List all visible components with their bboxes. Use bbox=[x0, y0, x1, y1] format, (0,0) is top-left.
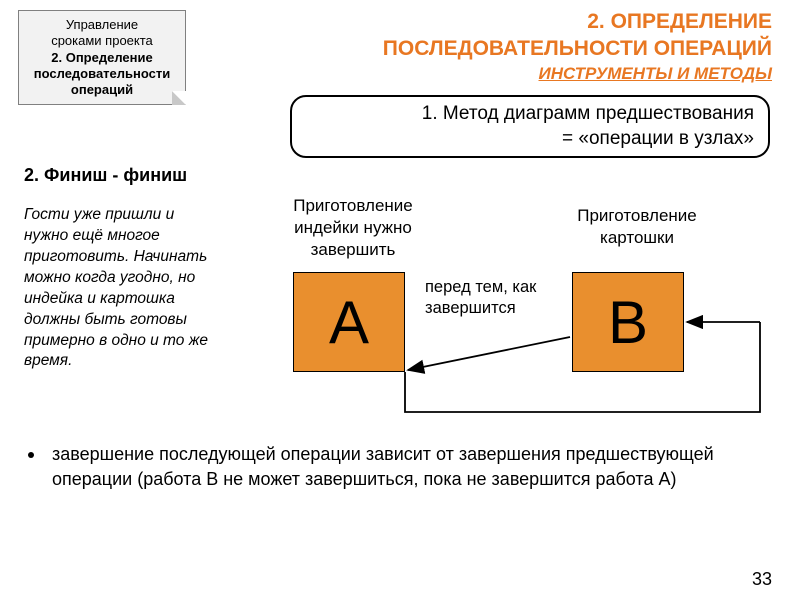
method-box: 1. Метод диаграмм предшествования = «опе… bbox=[290, 95, 770, 158]
breadcrumb-line: последовательности bbox=[27, 66, 177, 82]
node-letter: B bbox=[608, 288, 648, 357]
title-line: ПОСЛЕДОВАТЕЛЬНОСТИ ОПЕРАЦИЙ bbox=[383, 35, 772, 62]
breadcrumb-line: операций bbox=[27, 82, 177, 98]
note-text: завершение последующей операции зависит … bbox=[52, 442, 752, 492]
page-title: 2. ОПРЕДЕЛЕНИЕ ПОСЛЕДОВАТЕЛЬНОСТИ ОПЕРАЦ… bbox=[383, 8, 772, 85]
page-number: 33 bbox=[752, 569, 772, 590]
breadcrumb-line: 2. Определение bbox=[27, 50, 177, 66]
middle-label: перед тем, как завершится bbox=[425, 277, 565, 320]
page-fold-icon bbox=[172, 91, 186, 105]
node-a: A bbox=[293, 272, 405, 372]
node-b-label: Приготовление картошки bbox=[557, 205, 717, 249]
method-line: 1. Метод диаграмм предшествования bbox=[306, 102, 754, 127]
node-letter: A bbox=[329, 288, 369, 357]
scenario-text: Гости уже пришли и нужно ещё многое приг… bbox=[24, 205, 222, 372]
method-line: = «операции в узлах» bbox=[306, 127, 754, 152]
breadcrumb-box: Управление сроками проекта 2. Определени… bbox=[18, 10, 186, 105]
breadcrumb-line: Управление bbox=[27, 17, 177, 33]
title-line: 2. ОПРЕДЕЛЕНИЕ bbox=[383, 8, 772, 35]
breadcrumb-line: сроками проекта bbox=[27, 33, 177, 49]
title-subtitle: ИНСТРУМЕНТЫ И МЕТОДЫ bbox=[383, 63, 772, 85]
node-b: B bbox=[572, 272, 684, 372]
note-content: завершение последующей операции зависит … bbox=[52, 444, 714, 489]
subheading: 2. Финиш - финиш bbox=[24, 165, 187, 186]
node-a-label: Приготовление индейки нужно завершить bbox=[268, 195, 438, 261]
bullet-icon bbox=[28, 452, 34, 458]
